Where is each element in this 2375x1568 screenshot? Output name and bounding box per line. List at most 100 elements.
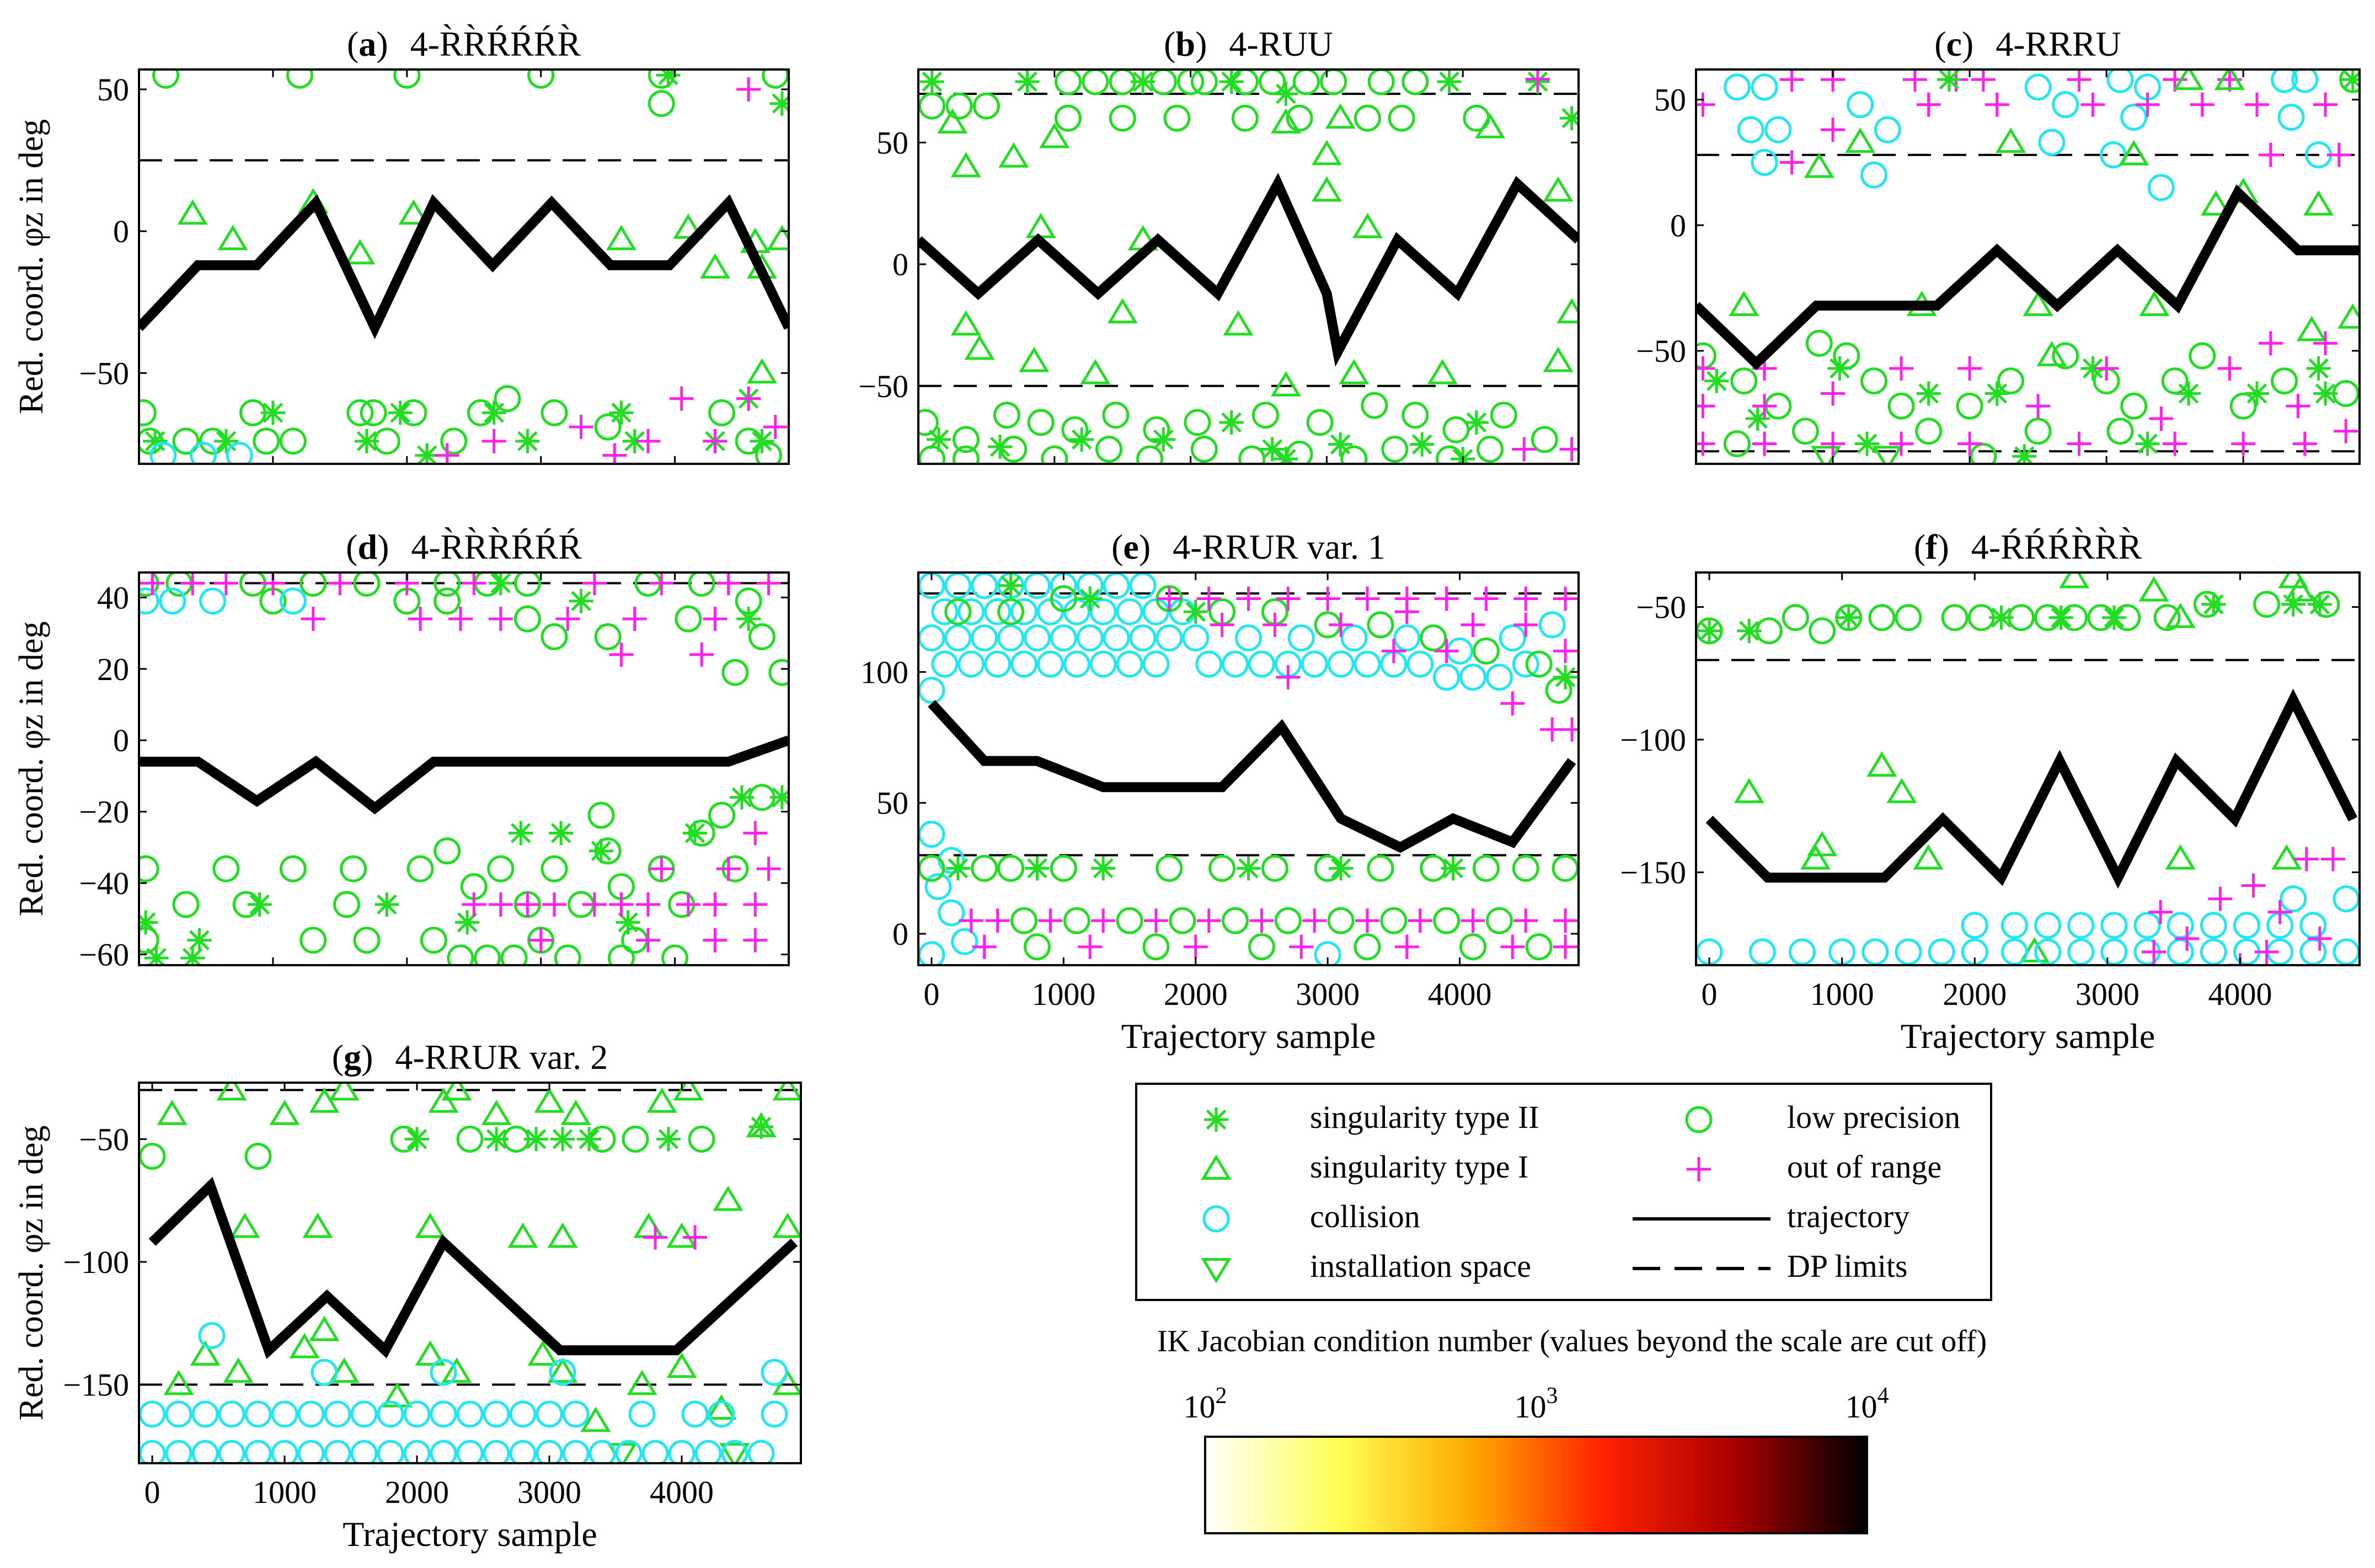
ytick-label: 20 — [97, 651, 129, 687]
marker-collision — [641, 1439, 669, 1463]
y-axis-label: Red. coord. φz in deg — [13, 621, 50, 916]
marker-collision — [2299, 912, 2327, 939]
marker-singularity-I — [2165, 844, 2196, 870]
marker-out-of-range — [703, 607, 728, 632]
marker-low-precision — [474, 944, 501, 965]
marker-collision — [324, 1400, 351, 1428]
marker-collision — [2299, 938, 2327, 965]
marker-low-precision — [1050, 585, 1077, 612]
ytick-label: 50 — [876, 785, 908, 821]
marker-low-precision — [456, 1125, 484, 1153]
marker-low-precision — [299, 572, 327, 597]
marker-collision — [2100, 912, 2128, 939]
ytick-label: 50 — [876, 125, 908, 160]
marker-singularity-II — [1553, 665, 1578, 689]
legend-symbol-singularity-I — [1201, 1154, 1232, 1180]
marker-collision — [509, 1400, 537, 1428]
marker-singularity-II — [569, 588, 593, 613]
marker-collision — [1860, 161, 1887, 189]
marker-collision — [2167, 938, 2194, 965]
marker-collision — [430, 1400, 457, 1428]
panel-f: −150 −100 −50 0 1000 2000 3000 4000 (f) 4-ŔŔŔR̀R̀… — [1620, 527, 2361, 1056]
marker-singularity-II — [1219, 69, 1244, 94]
legend-label-dp-limits: DP limits — [1787, 1248, 1908, 1284]
marker-singularity-II — [1437, 69, 1462, 94]
panel-plot-area — [139, 1083, 801, 1463]
legend: singularity type II singularity type I c… — [1135, 1083, 1992, 1301]
marker-singularity-II — [2080, 356, 2105, 381]
marker-collision — [931, 650, 959, 678]
marker-singularity-I — [269, 1100, 300, 1125]
ytick-label: 0 — [113, 723, 129, 758]
colorbar-gradient — [1204, 1436, 1868, 1534]
marker-collision — [1433, 663, 1461, 691]
marker-low-precision — [500, 944, 528, 965]
trajectory-line — [139, 194, 789, 340]
marker-singularity-I — [1325, 103, 1356, 129]
marker-low-precision — [1116, 907, 1143, 934]
marker-singularity-I — [937, 108, 968, 134]
marker-collision — [1235, 624, 1262, 652]
marker-low-precision — [1833, 342, 1860, 370]
marker-collision — [2133, 912, 2161, 939]
marker-collision — [2120, 104, 2148, 131]
marker-singularity-I — [560, 1100, 591, 1125]
axes-frame — [138, 571, 790, 966]
marker-singularity-I — [534, 1087, 565, 1113]
marker-low-precision — [447, 944, 474, 965]
marker-singularity-I — [699, 253, 730, 279]
marker-singularity-I — [2278, 572, 2309, 588]
marker-collision — [2167, 912, 2194, 939]
ytick-label: −20 — [79, 794, 129, 830]
marker-out-of-range — [609, 892, 634, 917]
marker-low-precision — [2229, 392, 2257, 420]
marker-singularity-II — [524, 1127, 548, 1152]
marker-out-of-range — [763, 415, 788, 440]
marker-singularity-I — [2303, 190, 2334, 216]
marker-out-of-range — [756, 857, 781, 881]
marker-singularity-I — [1556, 298, 1579, 324]
panel-plot-area — [139, 69, 789, 464]
panel-title: (b) 4-RUU — [1164, 24, 1333, 63]
marker-singularity-II — [616, 910, 640, 935]
ytick-label: −100 — [1620, 722, 1686, 758]
marker-singularity-I — [163, 1369, 194, 1395]
marker-low-precision — [952, 445, 980, 464]
marker-collision — [694, 1439, 722, 1463]
marker-low-precision — [1388, 104, 1415, 132]
marker-singularity-I — [950, 152, 981, 178]
panels: −50 0 50 (a) 4-R̀R̀ŔŔŔR̀ Red. coord. φz in de… — [13, 24, 2361, 1554]
marker-collision — [1354, 650, 1381, 678]
marker-low-precision — [299, 927, 327, 954]
marker-low-precision — [393, 69, 421, 89]
marker-collision — [984, 650, 1012, 678]
marker-singularity-II — [2012, 444, 2037, 464]
marker-out-of-range — [703, 928, 728, 952]
marker-collision — [958, 650, 985, 678]
marker-low-precision — [353, 927, 381, 954]
ytick-label: −50 — [1636, 333, 1686, 369]
marker-low-precision — [1222, 907, 1249, 934]
marker-low-precision — [1361, 392, 1388, 419]
marker-singularity-I — [1475, 113, 1506, 138]
marker-collision — [958, 598, 985, 625]
marker-low-precision — [2161, 367, 2189, 395]
x-axis-label: Trajectory sample — [1901, 1016, 2155, 1056]
marker-out-of-range — [743, 821, 768, 845]
marker-out-of-range — [2208, 886, 2233, 911]
y-axis-label: Red. coord. φz in deg — [13, 1125, 50, 1420]
marker-low-precision — [1545, 677, 1572, 704]
marker-low-precision — [172, 427, 200, 455]
marker-singularity-II — [415, 443, 440, 464]
axes-frame — [1695, 68, 2361, 465]
marker-collision — [271, 1400, 298, 1428]
xtick-label: 1000 — [1810, 976, 1874, 1012]
marker-low-precision — [1472, 854, 1500, 882]
marker-low-precision — [1102, 402, 1130, 429]
marker-out-of-range — [1821, 431, 1846, 456]
marker-low-precision — [1261, 854, 1288, 882]
marker-low-precision — [434, 587, 461, 615]
xtick-label: 0 — [145, 1474, 161, 1510]
marker-singularity-I — [1039, 122, 1070, 148]
marker-low-precision — [2024, 418, 2052, 445]
